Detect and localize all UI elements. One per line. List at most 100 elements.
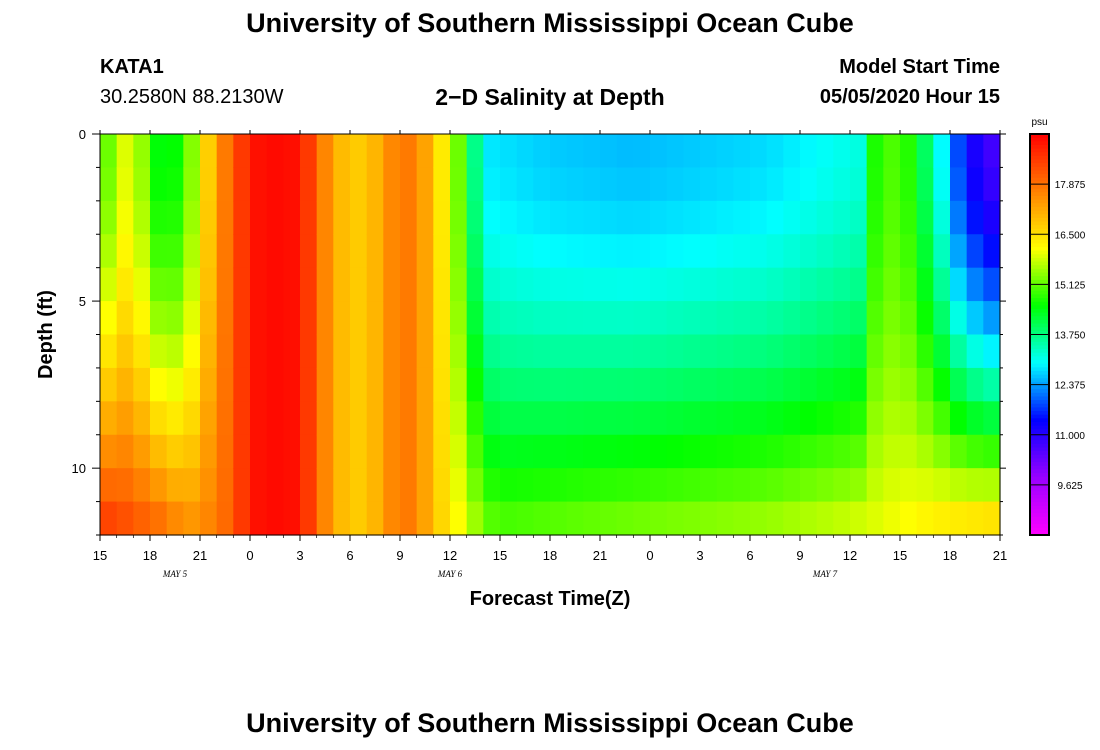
colorbar-strip [1030,418,1049,423]
heatmap-cell [516,401,534,436]
chart-title-text: 2−D Salinity at Depth [435,84,665,110]
heatmap-cell [283,134,301,169]
heatmap-cell [150,401,168,436]
heatmap-cell [883,367,901,402]
heatmap-cell [950,367,968,402]
heatmap-cell [500,301,518,336]
heatmap-cell [633,468,651,503]
x-tick-label: 21 [193,548,207,563]
colorbar-strip [1030,367,1049,372]
heatmap-cell [483,167,501,202]
heatmap-cell [766,367,784,402]
heatmap-cell [116,501,134,536]
heatmap-cell [100,167,118,202]
heatmap-cell [266,334,284,369]
colorbar-strip [1030,199,1049,204]
heatmap-cell [366,134,384,169]
heatmap-cell [283,167,301,202]
colorbar-strip [1030,290,1049,295]
heatmap-cell [933,367,951,402]
heatmap-cell [400,234,418,269]
heatmap-cell [883,501,901,536]
heatmap-cell [666,234,684,269]
heatmap-cell [283,401,301,436]
heatmap-cell [850,501,868,536]
heatmap-cell [666,501,684,536]
heatmap-cell [250,367,268,402]
heatmap-cell [383,401,401,436]
heatmap-cell [800,468,818,503]
heatmap-cell [383,334,401,369]
colorbar-strip [1030,531,1049,536]
heatmap-cell [133,434,151,469]
heatmap-cell [533,434,551,469]
heatmap-cell [800,134,818,169]
heatmap-cell [333,367,351,402]
heatmap-cell [233,434,251,469]
heatmap-cell [783,367,801,402]
heatmap-cell [450,167,468,202]
station-id: KATA1 [100,56,164,78]
heatmap-cell [883,401,901,436]
heatmap-cell [400,434,418,469]
heatmap-cell [833,501,851,536]
heatmap-cell [683,401,701,436]
heatmap-cell [350,434,368,469]
heatmap-cell [150,167,168,202]
colorbar-strip [1030,527,1049,532]
heatmap-cell [800,367,818,402]
heatmap-cell [800,301,818,336]
heatmap-cell [533,367,551,402]
colorbar-strip [1030,425,1049,430]
heatmap-cell [950,401,968,436]
heatmap-cell [583,167,601,202]
heatmap-cell [750,401,768,436]
colorbar-strip [1030,279,1049,285]
heatmap-cell [166,367,184,402]
heatmap-cell [900,134,918,169]
heatmap-cell [833,401,851,436]
heatmap-cell [766,167,784,202]
heatmap-cell [883,167,901,202]
colorbar-strip [1030,148,1049,153]
heatmap-cell [950,200,968,235]
heatmap-cell [183,367,201,402]
heatmap-cell [133,367,151,402]
heatmap-cell [100,367,118,402]
heatmap-cell [733,200,751,235]
colorbar-strip [1030,411,1049,416]
heatmap-cell [633,200,651,235]
heatmap-cell [983,468,1001,503]
heatmap-cell [733,434,751,469]
heatmap-cell [916,434,934,469]
heatmap-cell [816,167,834,202]
colorbar-strip [1030,458,1049,463]
heatmap-cell [283,367,301,402]
heatmap-cell [933,200,951,235]
colorbar-strip [1030,272,1049,277]
heatmap-cell [383,301,401,336]
heatmap-cell [433,234,451,269]
heatmap-cell [516,301,534,336]
heatmap-cell [883,134,901,169]
heatmap-cell [616,167,634,202]
heatmap-cell [700,367,718,402]
heatmap-cell [383,501,401,536]
heatmap-cell [100,401,118,436]
heatmap-cell [300,167,318,202]
heatmap-cell [166,401,184,436]
colorbar-strip [1030,392,1049,398]
heatmap-cell [200,401,218,436]
heatmap-cell [683,334,701,369]
heatmap-cell [366,401,384,436]
heatmap-cell [816,200,834,235]
x-tick-label: 15 [893,548,907,563]
colorbar-strip [1030,436,1049,441]
heatmap-cell [216,134,234,169]
heatmap-cell [900,200,918,235]
heatmap-cell [733,334,751,369]
heatmap-cell [716,468,734,503]
colorbar-unit: psu [1031,117,1047,128]
colorbar-strip [1030,502,1049,507]
